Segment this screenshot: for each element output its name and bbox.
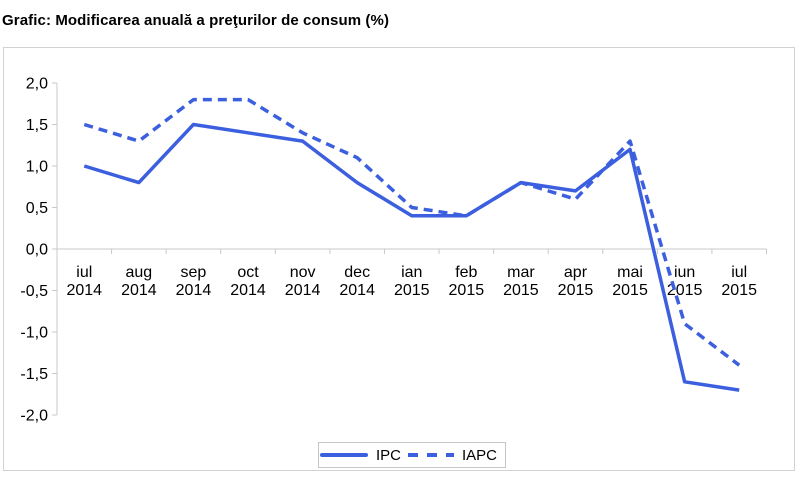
ipc-solid-line-sample — [319, 453, 368, 457]
x-axis-label: mai 2015 — [612, 264, 648, 299]
legend: IPC IAPC — [318, 442, 506, 468]
x-axis-label: nov 2014 — [285, 264, 321, 299]
y-axis-label: 2,0 — [26, 76, 48, 93]
y-axis-label: -1,5 — [20, 366, 48, 383]
x-axis-label: iun 2015 — [667, 264, 703, 299]
x-axis-label: mar 2015 — [503, 264, 539, 299]
x-axis-label: aug 2014 — [121, 264, 157, 299]
y-axis-label: -0,5 — [20, 283, 48, 300]
chart-frame — [3, 47, 795, 471]
x-axis-label: ian 2015 — [394, 264, 430, 299]
legend-label-ipc: IPC — [375, 446, 401, 464]
y-axis-label: 0,5 — [26, 200, 48, 217]
x-axis-label: sep 2014 — [176, 264, 212, 299]
series-iapc-line — [83, 97, 741, 367]
x-axis-label: oct 2014 — [230, 264, 266, 299]
y-axis-label: 1,5 — [26, 117, 48, 134]
y-axis-label: -1,0 — [20, 325, 48, 342]
legend-label-iapc: IAPC — [462, 446, 498, 464]
series-ipc-line — [83, 122, 740, 392]
y-axis-label: -2,0 — [20, 408, 48, 425]
x-axis-label: apr 2015 — [558, 264, 594, 299]
x-axis-label: iul 2014 — [66, 264, 102, 299]
iapc-dashed-line-sample — [408, 453, 454, 457]
x-axis-label: feb 2015 — [449, 264, 485, 299]
x-axis-label: dec 2014 — [339, 264, 375, 299]
legend-item-ipc: IPC — [319, 446, 408, 464]
legend-item-iapc: IAPC — [408, 447, 504, 464]
y-axis-label: 1,0 — [26, 159, 48, 176]
chart-title: Grafic: Modificarea anuală a preţurilor … — [2, 12, 390, 29]
x-axis-label: iul 2015 — [721, 264, 757, 299]
y-axis-label: 0,0 — [26, 242, 48, 259]
